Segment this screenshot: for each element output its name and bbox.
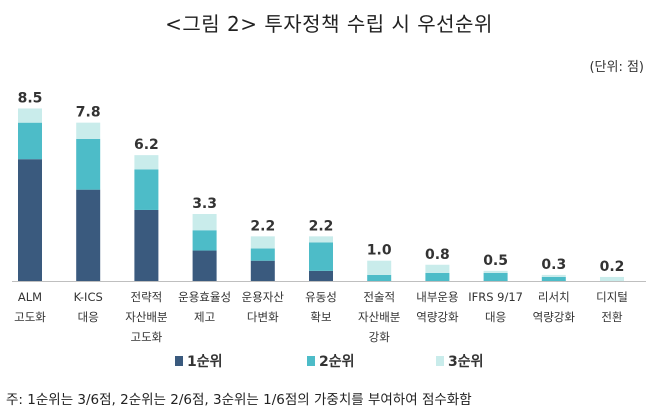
value-label: 1.0: [367, 243, 392, 259]
bar-segment-4-rank1: [192, 250, 217, 281]
x-tick-label: IFRS 9/17: [468, 290, 523, 304]
bar-segment-1-rank1: [18, 159, 42, 281]
x-tick-label: 고도화: [14, 310, 46, 324]
x-tick-label: 대응: [485, 310, 506, 324]
x-tick-label: 운용자산: [242, 290, 285, 304]
value-label: 8.5: [18, 90, 43, 106]
value-label: 2.2: [309, 218, 334, 234]
labels-layer: 8.5ALM고도화7.8K-ICS대응6.2전략적자산배분고도화3.3운용효율성…: [14, 90, 628, 344]
x-tick-label: 역량강화: [416, 310, 459, 324]
value-label: 7.8: [76, 105, 101, 121]
x-tick-label: 유동성: [305, 290, 337, 304]
bar-segment-6-rank2: [309, 242, 333, 271]
legend-swatch-rank2: [307, 356, 315, 366]
x-tick-label: 리서치: [538, 290, 570, 304]
unit-note: (단위: 점): [589, 60, 644, 75]
legend-label-rank3: 3순위: [448, 354, 484, 370]
x-tick-label: 확보: [310, 310, 331, 324]
x-tick-label: 강화: [369, 330, 391, 344]
x-tick-label: 전환: [601, 310, 623, 324]
bar-segment-3-rank3: [134, 155, 159, 170]
bar-segment-5-rank3: [250, 236, 275, 249]
x-tick-label: 제고: [194, 310, 215, 324]
bar-segment-9-rank2: [483, 272, 508, 281]
bar-segment-6-rank1: [309, 270, 333, 281]
bar-segment-2-rank1: [76, 189, 101, 281]
chart-title: <그림 2> 투자정책 수립 시 우선순위: [165, 12, 493, 36]
value-label: 3.3: [192, 196, 217, 212]
x-tick-label: 전략적: [131, 290, 163, 304]
x-tick-label: 역량강화: [533, 310, 576, 324]
bar-segment-2-rank3: [76, 122, 101, 139]
legend-swatch-rank1: [175, 356, 183, 366]
bar-segment-1-rank2: [18, 122, 42, 160]
bar-segment-4-rank3: [192, 214, 217, 231]
value-label: 0.8: [425, 247, 450, 263]
bar-segment-10-rank2: [541, 276, 566, 281]
bar-segment-7-rank3: [367, 260, 392, 275]
value-label: 0.5: [483, 253, 508, 269]
x-tick-label: K-ICS: [74, 290, 103, 304]
value-label: 2.2: [250, 218, 275, 234]
legend: 1순위 2순위 3순위: [175, 354, 484, 370]
bar-segment-11-rank3: [600, 276, 624, 281]
bar-segment-6-rank3: [309, 236, 333, 243]
legend-label-rank1: 1순위: [187, 354, 223, 370]
x-tick-label: ALM: [18, 290, 42, 304]
x-tick-label: 다변화: [247, 310, 279, 324]
bar-segment-8-rank3: [425, 264, 450, 273]
legend-swatch-rank3: [436, 356, 444, 366]
footnote: 주: 1순위는 3/6점, 2순위는 2/6점, 3순위는 1/6점의 가중치를…: [6, 392, 472, 408]
bar-segment-3-rank1: [134, 209, 159, 281]
bar-segment-4-rank2: [192, 230, 217, 251]
legend-label-rank2: 2순위: [319, 354, 355, 370]
bar-segment-5-rank1: [250, 260, 275, 281]
bar-segment-3-rank2: [134, 169, 159, 210]
x-tick-label: 운용효율성: [178, 290, 231, 304]
x-tick-label: 내부운용: [416, 290, 458, 304]
bar-segment-2-rank2: [76, 138, 101, 190]
bar-segment-1-rank3: [18, 108, 42, 123]
x-tick-label: 자산배분: [125, 310, 167, 324]
bar-segment-9-rank3: [483, 270, 508, 273]
x-tick-label: 전술적: [363, 290, 395, 304]
value-label: 0.3: [541, 257, 566, 273]
bar-segment-5-rank2: [250, 248, 275, 261]
bar-segment-7-rank2: [367, 274, 392, 281]
x-tick-label: 디지털: [596, 290, 628, 304]
x-tick-label: 고도화: [131, 330, 163, 344]
bar-segment-8-rank2: [425, 272, 450, 281]
bars-layer: [18, 108, 624, 281]
bar-segment-10-rank3: [541, 274, 566, 277]
value-label: 0.2: [600, 259, 625, 275]
value-label: 6.2: [134, 137, 159, 153]
x-tick-label: 자산배분: [358, 310, 400, 324]
x-tick-label: 대응: [78, 310, 99, 324]
